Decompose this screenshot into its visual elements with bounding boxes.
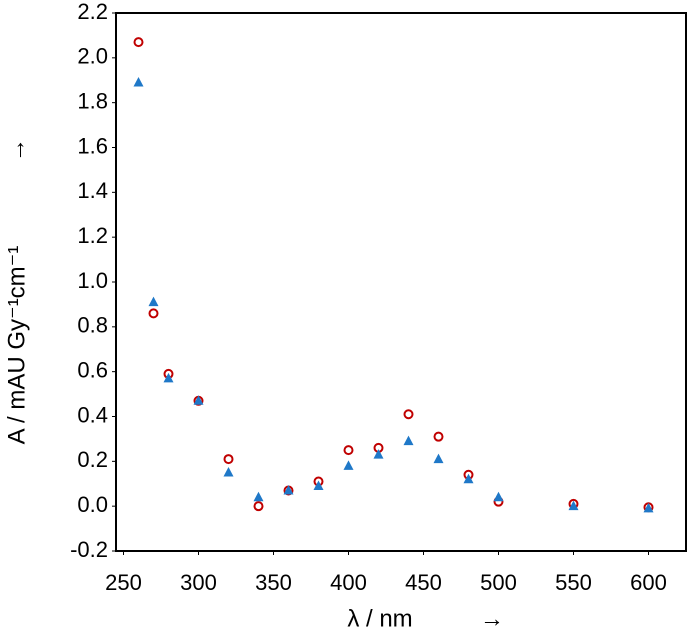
triangle-marker [493, 491, 504, 502]
y-tick-label: 0.6 [77, 357, 108, 382]
circle-marker [253, 501, 264, 512]
x-tick-label: 550 [555, 570, 592, 595]
x-tick-label: 400 [330, 570, 367, 595]
x-axis-label: λ / nm [347, 605, 412, 632]
y-tick-label: 1.8 [77, 88, 108, 113]
circle-marker [403, 409, 414, 420]
triangle-marker [403, 435, 414, 446]
y-tick-label: 1.6 [77, 133, 108, 158]
triangle-marker [568, 500, 579, 511]
x-axis-arrow: → [480, 605, 504, 632]
x-tick-label: 600 [630, 570, 667, 595]
triangle-marker [253, 491, 264, 502]
x-tick-label: 250 [105, 570, 142, 595]
y-tick-label: 2.0 [77, 44, 108, 69]
plot-frame [115, 12, 687, 552]
circle-marker [148, 308, 159, 319]
triangle-marker [148, 296, 159, 307]
triangle-marker [313, 480, 324, 490]
circle-marker [133, 37, 144, 48]
y-tick-label: 1.4 [77, 178, 108, 203]
triangle-marker [283, 484, 294, 495]
y-tick-label: 2.2 [77, 0, 108, 24]
triangle-marker [163, 372, 174, 383]
y-tick-label: 0.2 [77, 447, 108, 472]
circle-marker [223, 454, 234, 465]
circle-marker [433, 431, 444, 442]
triangle-marker [223, 467, 234, 477]
triangle-marker [643, 502, 654, 513]
triangle-marker [133, 76, 144, 87]
triangle-marker [373, 449, 384, 459]
y-tick-label: -0.2 [70, 537, 108, 562]
triangle-marker [433, 453, 444, 464]
x-tick-label: 300 [180, 570, 217, 595]
y-axis-label: A / mAU Gy⁻¹cm⁻¹ [3, 246, 30, 445]
circle-marker [343, 445, 354, 456]
triangle-marker [193, 395, 204, 405]
y-tick-label: 1.2 [77, 223, 108, 248]
y-tick-label: 1.0 [77, 268, 108, 293]
y-tick-label: 0.4 [77, 402, 108, 427]
triangle-marker [343, 460, 354, 470]
y-tick-label: 0.8 [77, 313, 108, 338]
y-axis-arrow: → [3, 138, 30, 162]
triangle-marker [463, 473, 474, 484]
x-tick-label: 350 [255, 570, 292, 595]
y-tick-label: 0.0 [77, 492, 108, 517]
x-tick-label: 500 [480, 570, 517, 595]
x-tick-label: 450 [405, 570, 442, 595]
